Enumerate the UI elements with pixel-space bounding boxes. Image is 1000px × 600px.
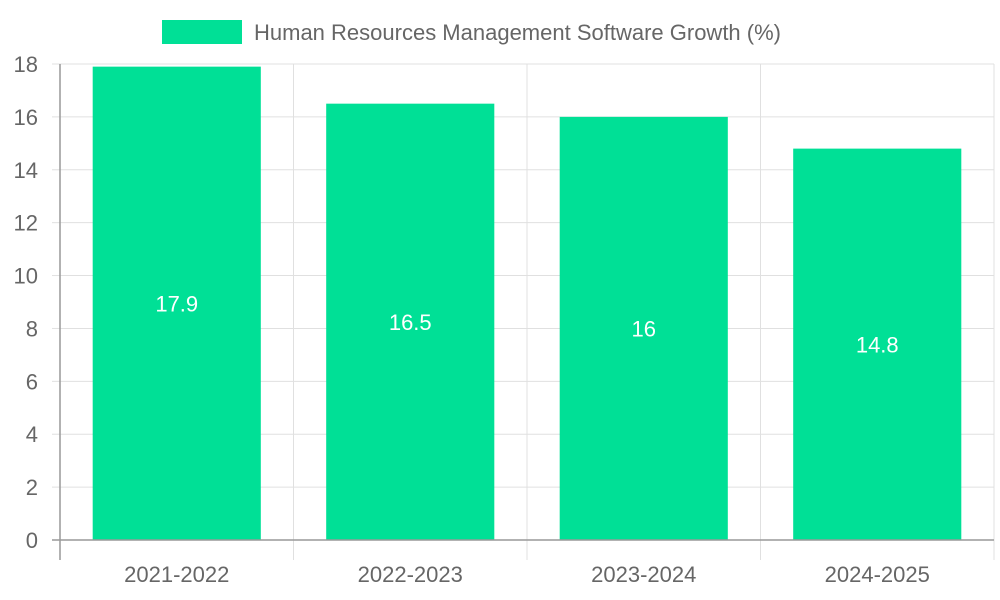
bar[interactable]	[326, 103, 495, 541]
y-tick-label: 0	[26, 528, 38, 553]
y-tick-label: 16	[14, 105, 38, 130]
tick-labels: 0 2 4 6 8 10 12 14 16 18 2021-2022 2022-2023 2023-20…	[14, 52, 930, 587]
x-tick-label: 2021-2022	[124, 562, 229, 587]
bar-data-label: 17.9	[155, 291, 198, 316]
bar-data-label: 14.8	[856, 332, 899, 357]
y-tick-label: 10	[14, 264, 38, 289]
y-tick-label: 6	[26, 369, 38, 394]
bar[interactable]	[793, 148, 962, 540]
x-tick-label: 2022-2023	[358, 562, 463, 587]
bar-data-label: 16	[632, 316, 656, 341]
legend[interactable]: Human Resources Management Software Grow…	[162, 20, 781, 45]
legend-swatch[interactable]	[162, 20, 242, 44]
y-tick-label: 12	[14, 211, 38, 236]
bar[interactable]	[92, 66, 261, 541]
x-tick-label: 2023-2024	[591, 562, 696, 587]
y-tick-label: 4	[26, 422, 38, 447]
legend-label[interactable]: Human Resources Management Software Grow…	[254, 20, 781, 45]
y-tick-label: 14	[14, 158, 38, 183]
y-tick-label: 18	[14, 52, 38, 77]
x-tick-label: 2024-2025	[825, 562, 930, 587]
bar-data-label: 16.5	[389, 310, 432, 335]
bars: 17.9 16.5 16 14.8	[92, 66, 962, 541]
y-tick-label: 8	[26, 316, 38, 341]
axes	[52, 63, 994, 560]
bar[interactable]	[559, 116, 728, 540]
y-tick-label: 2	[26, 475, 38, 500]
